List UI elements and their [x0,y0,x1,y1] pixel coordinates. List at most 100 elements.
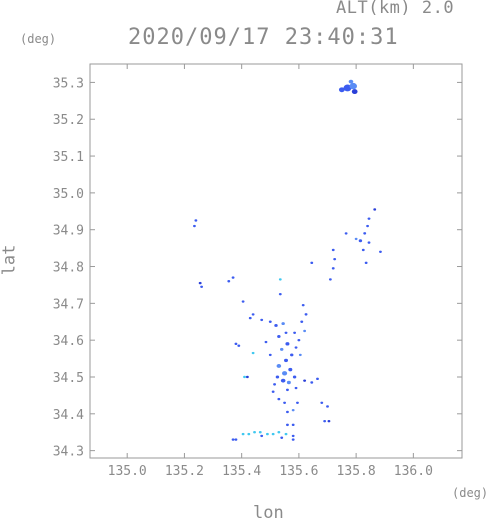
y-tick-label: 34.8 [53,261,84,276]
echo-point [237,344,241,347]
echo-point [297,338,301,342]
x-tick-label: 135.0 [108,464,147,479]
echo-point [290,353,294,357]
echo-point [292,375,297,379]
echo-point [286,388,289,392]
y-tick-label: 34.4 [53,408,84,423]
echo-point [367,217,371,220]
echo-point [301,303,305,307]
echo-point [286,423,289,427]
echo-point [260,434,264,438]
y-tick-label: 34.5 [53,371,84,386]
x-unit-label: (deg) [452,486,489,500]
echo-point [274,323,278,327]
echo-point [277,335,281,338]
echo-point [227,280,231,283]
echo-point [288,367,293,372]
datetime-title: 2020/09/17 23:40:31 [128,25,399,50]
echo-point [198,281,202,285]
echo-point [277,397,281,401]
echo-point [348,79,354,84]
echo-point [264,340,268,344]
echo-point [271,390,275,393]
x-axis-label: lon [253,503,284,523]
y-tick-label: 34.3 [53,445,84,460]
echo-point [323,419,327,423]
echo-point [296,401,299,404]
echo-point [277,431,281,434]
echo-point [281,322,285,326]
echo-point [326,405,329,408]
echo-point [286,380,291,385]
echo-point [363,232,367,235]
echo-point [343,84,352,92]
echo-point [333,257,337,261]
altitude-label: ALT(km) 2.0 [336,0,455,18]
echo-point [280,378,286,383]
echo-point [294,346,298,349]
echo-point [241,432,245,436]
echo-point [379,250,382,253]
y-tick-label: 35.2 [53,113,84,128]
echo-point [193,224,196,228]
x-tick-label: 135.8 [337,464,376,479]
echo-point [234,438,238,441]
echo-point [268,353,272,357]
echo-point [231,276,235,279]
echo-point [298,353,302,357]
echo-point [300,320,304,323]
echo-point [286,410,289,414]
echo-point [231,438,235,441]
echo-point [282,371,288,376]
echo-point [294,386,298,390]
echo-point [251,351,255,355]
x-tick-label: 136.0 [394,464,433,479]
echo-point [266,432,269,436]
echo-point [241,300,245,303]
echo-point [251,313,255,316]
x-tick-label: 135.2 [165,464,204,479]
echo-point [351,89,358,95]
echo-point [291,438,295,441]
echo-point [284,432,288,436]
echo-point [200,285,204,288]
y-tick-label: 35.3 [53,76,84,91]
echo-point [280,347,284,351]
echo-point [273,383,277,386]
echo-point [331,267,335,270]
echo-point [367,241,371,244]
echo-point [344,232,348,235]
echo-point [354,237,358,241]
echo-point [268,320,272,323]
echo-point [291,408,295,412]
echo-point [310,381,314,384]
echo-point [243,375,246,379]
echo-point [276,363,282,368]
x-tick-label: 135.6 [279,464,318,479]
echo-point [278,278,282,281]
echo-point [285,342,290,346]
echo-point [327,419,331,423]
echo-point [194,219,198,222]
echo-point [338,87,345,93]
echo-point [245,375,249,379]
echo-point [304,313,308,316]
y-unit-label: (deg) [20,32,57,46]
y-tick-label: 34.7 [53,297,84,312]
plot-frame [89,63,463,459]
echo-point [320,401,324,404]
y-tick-label: 34.9 [53,224,84,239]
echo-point [271,432,275,436]
echo-point [260,318,264,322]
echo-point [349,82,357,90]
echo-point [331,248,335,252]
echo-point [291,423,295,427]
echo-point [234,342,238,346]
echo-point [328,278,332,281]
echo-point [247,432,251,436]
echo-point [310,261,314,265]
echo-point [364,261,368,265]
echo-point [248,316,252,320]
echo-point [258,431,262,434]
